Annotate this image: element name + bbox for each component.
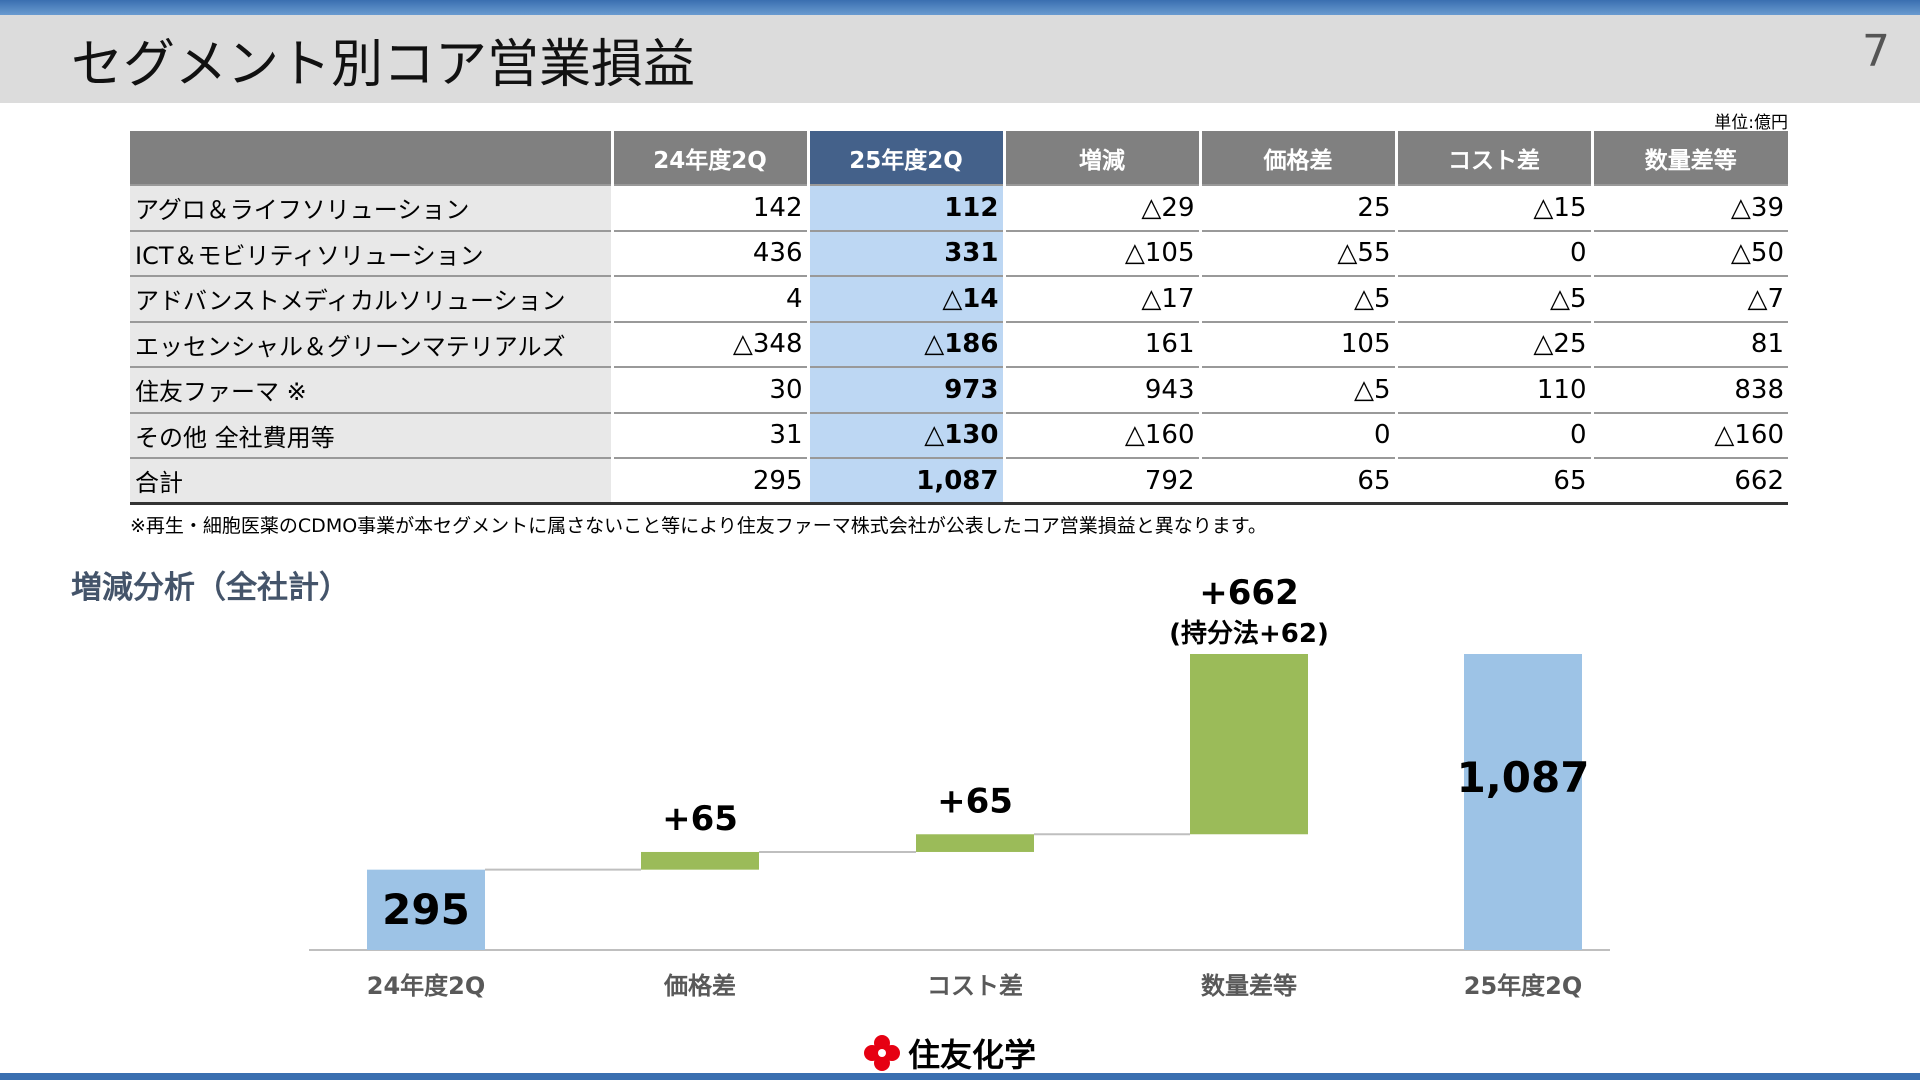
data-sub-label: (持分法+62): [1169, 619, 1329, 649]
cell-value: 112: [806, 184, 1004, 231]
top-accent-bar: [0, 0, 1920, 15]
category-label: コスト差: [927, 972, 1023, 1000]
cell-value: △25: [1394, 320, 1592, 367]
cell-value: △55: [1198, 229, 1396, 276]
title-band: [0, 15, 1920, 103]
table-row: アドバンストメディカルソリューション 4 △14 △17 △5 △5 △7: [130, 275, 1788, 322]
row-label: アグロ＆ライフソリューション: [130, 184, 612, 231]
cell-value: 31: [610, 411, 808, 458]
cell-value: 161: [1002, 320, 1200, 367]
segment-table: 24年度2Q 25年度2Q 増減 価格差 コスト差 数量差等 アグロ＆ライフソリューション…: [130, 131, 1788, 505]
cell-value: △186: [806, 320, 1004, 367]
column-header: コスト差: [1394, 131, 1592, 185]
column-header: [130, 131, 612, 185]
table-header-row: 24年度2Q 25年度2Q 増減 価格差 コスト差 数量差等: [130, 131, 1788, 185]
row-label: その他 全社費用等: [130, 411, 612, 458]
cell-value: 25: [1198, 184, 1396, 231]
cell-value: 838: [1590, 366, 1788, 413]
cell-value: 105: [1198, 320, 1396, 367]
cell-value: 0: [1394, 411, 1592, 458]
cell-value: 30: [610, 366, 808, 413]
cell-value: △348: [610, 320, 808, 367]
category-label: 価格差: [663, 972, 736, 1000]
cell-value: 792: [1002, 457, 1200, 505]
cell-value: △50: [1590, 229, 1788, 276]
footnote: ※再生・細胞医薬のCDMO事業が本セグメントに属さないこと等により住友ファーマ株…: [130, 515, 1267, 537]
bar-2: [916, 834, 1034, 852]
cell-value: 662: [1590, 457, 1788, 505]
category-label: 25年度2Q: [1464, 972, 1583, 1000]
column-header: 数量差等: [1590, 131, 1788, 185]
bottom-accent-bar: [0, 1073, 1920, 1080]
bar-3: [1190, 654, 1308, 835]
table-row: 合計 295 1,087 792 65 65 662: [130, 457, 1788, 505]
data-label: 1,087: [1457, 753, 1590, 802]
cell-value: 65: [1198, 457, 1396, 505]
cell-value: 110: [1394, 366, 1592, 413]
cell-value: 436: [610, 229, 808, 276]
cell-value: 142: [610, 184, 808, 231]
section-title: 増減分析（全社計）: [71, 570, 350, 606]
data-label: +65: [937, 781, 1013, 821]
cell-value: △5: [1198, 366, 1396, 413]
cell-value: △160: [1002, 411, 1200, 458]
cell-value: 65: [1394, 457, 1592, 505]
cell-value: △7: [1590, 275, 1788, 322]
table-row: エッセンシャル＆グリーンマテリアルズ △348 △186 161 105 △25 81: [130, 320, 1788, 367]
logo-mark-icon: [864, 1035, 900, 1071]
page-title: セグメント別コア営業損益: [71, 35, 696, 95]
column-header: 増減: [1002, 131, 1200, 185]
data-label: 295: [382, 885, 470, 934]
table-row: 住友ファーマ ※ 30 973 943 △5 110 838: [130, 366, 1788, 413]
cell-value: 973: [806, 366, 1004, 413]
cell-value: △160: [1590, 411, 1788, 458]
cell-value: 0: [1198, 411, 1396, 458]
cell-value: 943: [1002, 366, 1200, 413]
page-number: 7: [1862, 26, 1890, 77]
category-label: 数量差等: [1201, 972, 1297, 1000]
cell-value: 331: [806, 229, 1004, 276]
row-label: 住友ファーマ ※: [130, 366, 612, 413]
category-label: 24年度2Q: [367, 972, 486, 1000]
bar-0: [367, 869, 485, 950]
cell-value: △29: [1002, 184, 1200, 231]
cell-value: △15: [1394, 184, 1592, 231]
row-label: 合計: [130, 457, 612, 505]
table-row: アグロ＆ライフソリューション 142 112 △29 25 △15 △39: [130, 184, 1788, 231]
cell-value: 1,087: [806, 457, 1004, 505]
cell-value: 81: [1590, 320, 1788, 367]
bar-1: [641, 851, 759, 870]
row-label: アドバンストメディカルソリューション: [130, 275, 612, 322]
table-row: その他 全社費用等 31 △130 △160 0 0 △160: [130, 411, 1788, 458]
cell-value: △130: [806, 411, 1004, 458]
row-label: エッセンシャル＆グリーンマテリアルズ: [130, 320, 612, 367]
company-logo: 住友化学: [862, 1030, 1036, 1076]
cell-value: 295: [610, 457, 808, 505]
cell-value: △14: [806, 275, 1004, 322]
row-label: ICT＆モビリティソリューション: [130, 229, 612, 276]
column-header: 24年度2Q: [610, 131, 808, 185]
column-header: 25年度2Q: [806, 131, 1004, 185]
table-row: ICT＆モビリティソリューション 436 331 △105 △55 0 △50: [130, 229, 1788, 276]
data-label: +65: [662, 799, 738, 839]
cell-value: △105: [1002, 229, 1200, 276]
bar-4: [1464, 654, 1582, 950]
data-label: +662: [1199, 573, 1298, 613]
unit-label: 単位:億円: [1714, 113, 1788, 133]
cell-value: 4: [610, 275, 808, 322]
cell-value: △17: [1002, 275, 1200, 322]
cell-value: 0: [1394, 229, 1592, 276]
cell-value: △5: [1394, 275, 1592, 322]
cell-value: △39: [1590, 184, 1788, 231]
column-header: 価格差: [1198, 131, 1396, 185]
cell-value: △5: [1198, 275, 1396, 322]
logo-text: 住友化学: [908, 1036, 1037, 1074]
